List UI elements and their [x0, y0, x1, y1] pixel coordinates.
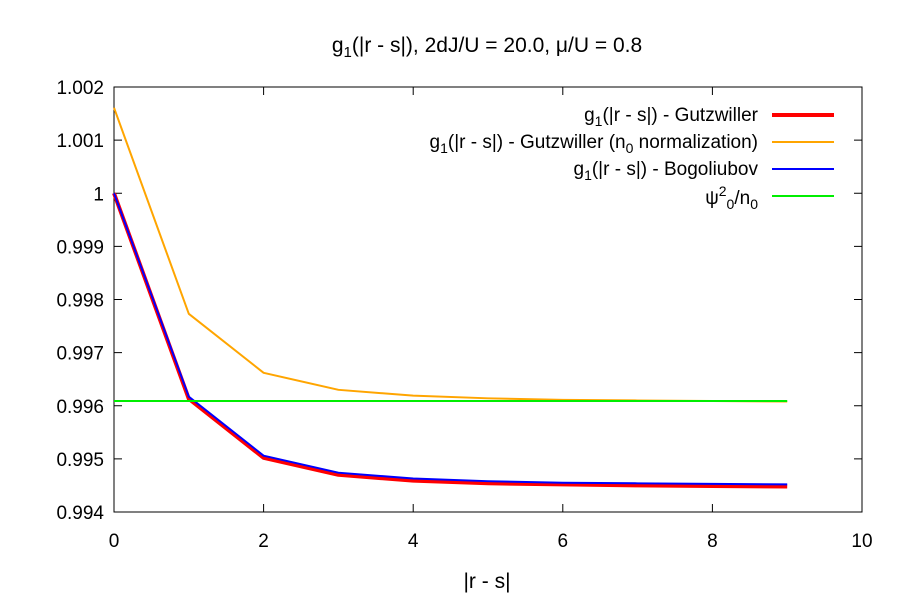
series-line-gutzwiller: [112, 192, 788, 489]
y-tick-label: 1.001: [56, 131, 104, 152]
series-lines: [112, 107, 788, 489]
x-tick-label: 0: [109, 531, 120, 552]
x-tick-label: 8: [707, 531, 718, 552]
y-tick-label: 0.995: [56, 450, 104, 471]
y-tick-label: 0.997: [56, 344, 104, 365]
y-axis: 0.994 0.995 0.996 0.997 0.998 0.999 1 1.001 1.00…: [56, 78, 862, 524]
y-tick-label: 0.998: [56, 291, 104, 312]
x-tick-label: 6: [558, 531, 569, 552]
y-tick-label: 0.994: [56, 503, 104, 524]
legend-label-gutzwiller: g1(|r - s|) - Gutzwiller: [584, 105, 759, 129]
chart-title: g1(|r - s|), 2dJ/U = 20.0, μ/U = 0.8: [332, 34, 642, 61]
x-tick-label: 10: [851, 531, 872, 552]
legend-label-bogoliubov: g1(|r - s|) - Bogoliubov: [573, 159, 758, 183]
y-tick-label: 1: [93, 184, 104, 205]
legend-label-gutzwiller-n0: g1(|r - s|) - Gutzwiller (n0 normalizati…: [430, 132, 758, 156]
chart-title-rest: (|r - s|), 2dJ/U = 20.0, μ/U = 0.8: [352, 34, 642, 57]
y-tick-label: 0.996: [56, 397, 104, 418]
chart-title-sub: 1: [344, 44, 352, 61]
y-tick-label: 0.999: [56, 237, 104, 258]
series-line-bogoliubov: [113, 192, 788, 486]
legend: g1(|r - s|) - Gutzwiller g1(|r - s|) - G…: [430, 105, 834, 212]
y-tick-label: 1.002: [56, 78, 104, 99]
x-axis: 0 2 4 6 8 10: [109, 87, 873, 552]
x-axis-label: |r - s|: [463, 570, 510, 593]
x-tick-label: 2: [258, 531, 269, 552]
x-tick-label: 4: [408, 531, 419, 552]
legend-label-psi: ψ20/n0: [705, 183, 758, 212]
chart-title-base: g: [332, 34, 344, 57]
